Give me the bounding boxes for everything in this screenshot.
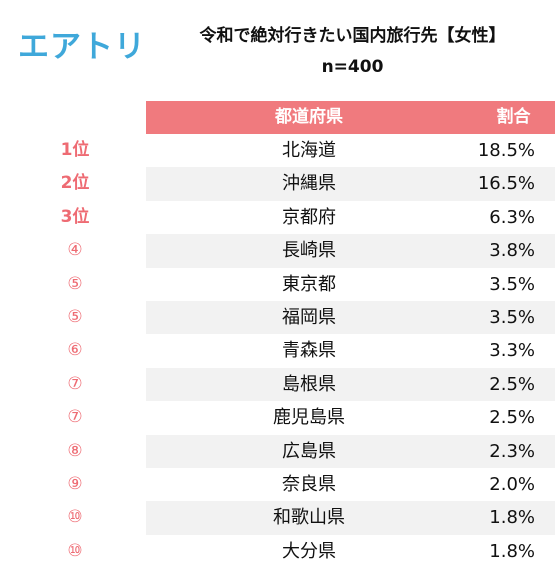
table-row: 大分県 1.8% bbox=[146, 535, 555, 568]
ratio-cell: 2.3% bbox=[489, 440, 535, 462]
ratio-cell: 3.3% bbox=[489, 340, 535, 362]
rank-label: 1位 bbox=[60, 140, 90, 160]
ratio-cell: 1.8% bbox=[489, 507, 535, 529]
rank-label: ⑩ bbox=[67, 540, 83, 561]
prefecture-cell: 長崎県 bbox=[282, 240, 336, 262]
rank-label: ⑩ bbox=[67, 507, 83, 528]
rank-label: ⑤ bbox=[67, 273, 83, 294]
prefecture-cell: 鹿児島県 bbox=[273, 407, 345, 429]
ratio-cell: 3.8% bbox=[489, 240, 535, 262]
page-title: 令和で絶対行きたい国内旅行先【女性】 bbox=[199, 26, 506, 46]
table-row: 東京都 3.5% bbox=[146, 268, 555, 301]
rank-label: ⑨ bbox=[67, 474, 83, 494]
prefecture-cell: 大分県 bbox=[282, 540, 336, 562]
rank-label: ⑥ bbox=[67, 340, 83, 361]
rank-label: 2位 bbox=[60, 173, 90, 194]
ratio-cell: 3.5% bbox=[489, 307, 535, 328]
prefecture-cell: 福岡県 bbox=[282, 307, 336, 328]
rank-label: ④ bbox=[67, 240, 83, 261]
rank-label: ⑦ bbox=[67, 407, 83, 428]
column-header-prefecture: 都道府県 bbox=[275, 107, 343, 127]
rank-label: ⑤ bbox=[67, 307, 83, 327]
prefecture-cell: 奈良県 bbox=[282, 474, 336, 495]
airtrip-logo: エアトリ bbox=[18, 29, 146, 65]
prefecture-cell: 和歌山県 bbox=[273, 507, 345, 529]
table-row: 奈良県 2.0% bbox=[146, 468, 555, 501]
ratio-cell: 16.5% bbox=[477, 173, 535, 195]
prefecture-cell: 東京都 bbox=[282, 273, 336, 295]
table-row: 広島県 2.3% bbox=[146, 434, 555, 468]
table-row: 鹿児島県 2.5% bbox=[146, 401, 555, 434]
column-header-ratio: 割合 bbox=[496, 107, 531, 127]
rank-label: ⑦ bbox=[67, 373, 83, 394]
table-row: 島根県 2.5% bbox=[146, 367, 555, 402]
ratio-cell: 2.5% bbox=[489, 407, 535, 429]
prefecture-cell: 北海道 bbox=[282, 140, 336, 161]
rank-label: 3位 bbox=[60, 206, 90, 227]
table-row: 長崎県 3.8% bbox=[146, 234, 555, 268]
table-row: 和歌山県 1.8% bbox=[146, 501, 555, 535]
table-row: 京都府 6.3% bbox=[146, 201, 555, 234]
ratio-cell: 6.3% bbox=[489, 206, 535, 228]
table-row: 福岡県 3.5% bbox=[146, 301, 555, 335]
table-row: 沖縄県 16.5% bbox=[146, 167, 555, 201]
sample-size: n=400 bbox=[321, 57, 384, 77]
ratio-cell: 2.0% bbox=[489, 474, 535, 495]
ratio-cell: 2.5% bbox=[489, 373, 535, 395]
ratio-cell: 3.5% bbox=[489, 273, 535, 295]
prefecture-cell: 京都府 bbox=[282, 206, 336, 228]
table-row: 青森県 3.3% bbox=[146, 334, 555, 367]
table-header: 都道府県 割合 bbox=[146, 101, 555, 134]
prefecture-cell: 広島県 bbox=[282, 440, 336, 462]
ratio-cell: 1.8% bbox=[489, 540, 535, 562]
prefecture-cell: 青森県 bbox=[282, 340, 336, 362]
prefecture-cell: 島根県 bbox=[282, 373, 336, 395]
table-row: 北海道 18.5% bbox=[146, 134, 555, 167]
rank-label: ⑧ bbox=[67, 440, 83, 461]
ratio-cell: 18.5% bbox=[477, 140, 535, 161]
prefecture-cell: 沖縄県 bbox=[282, 173, 336, 195]
